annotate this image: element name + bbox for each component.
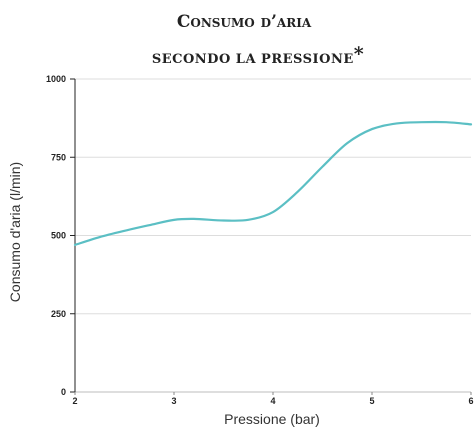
plot-area — [73, 120, 473, 246]
chart-title-line-1: Consumo d’aria — [177, 12, 312, 32]
chart-title-line-2-text: secondo la pressione — [152, 52, 354, 67]
y-tick-label-500: 500 — [51, 231, 66, 241]
series-line-0 — [73, 120, 473, 246]
y-tick-label-750: 750 — [51, 152, 66, 162]
y-tick-label-0: 0 — [61, 387, 66, 397]
x-tick-labels: 2 3 4 5 6 — [72, 392, 474, 406]
y-tick-label-250: 250 — [51, 309, 66, 319]
x-axis-label: Pressione (bar) — [224, 411, 320, 427]
y-axis-label: Consumo d'aria (l/min) — [7, 162, 23, 302]
y-tick-label-1000: 1000 — [46, 74, 66, 84]
chart-title-asterisk: * — [354, 43, 364, 65]
y-tick-labels: 0 250 500 750 1000 — [46, 74, 75, 397]
x-tick-label-5: 5 — [369, 396, 374, 406]
chart-title-line-2: secondo la pressione* — [152, 43, 364, 67]
x-tick-label-6: 6 — [468, 396, 473, 406]
x-tick-label-3: 3 — [171, 396, 176, 406]
gridlines — [75, 78, 471, 393]
x-tick-label-4: 4 — [270, 396, 275, 406]
x-tick-label-2: 2 — [72, 396, 77, 406]
